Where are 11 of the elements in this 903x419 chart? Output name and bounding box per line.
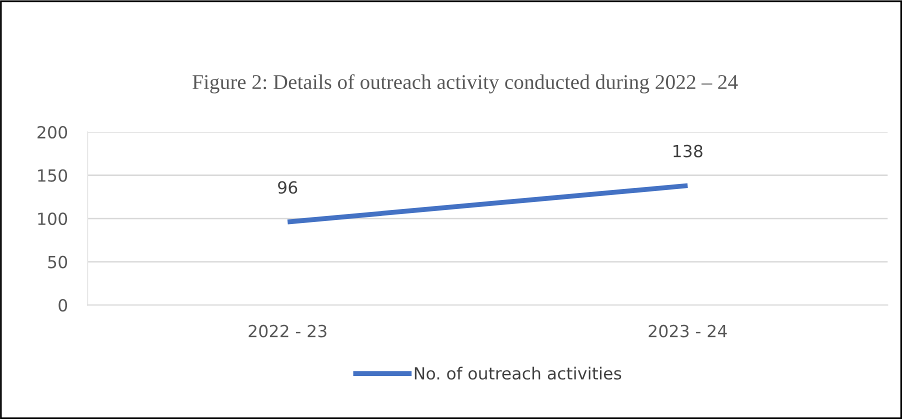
data-label: 96 [278, 181, 298, 194]
x-tick-label: 2023 - 24 [648, 324, 727, 338]
y-tick-label: 150 [38, 169, 68, 182]
chart-title: Figure 2: Details of outreach activity conducted during 2022 – 24 [192, 74, 738, 94]
x-tick-label: 2022 - 23 [248, 324, 326, 338]
legend-label: No. of outreach activities [414, 366, 622, 380]
data-label: 138 [674, 144, 702, 158]
y-tick-label: 0 [58, 298, 68, 312]
y-tick-label: 50 [48, 256, 68, 268]
y-tick-label: 200 [38, 126, 68, 139]
y-tick-label: 100 [38, 212, 68, 226]
